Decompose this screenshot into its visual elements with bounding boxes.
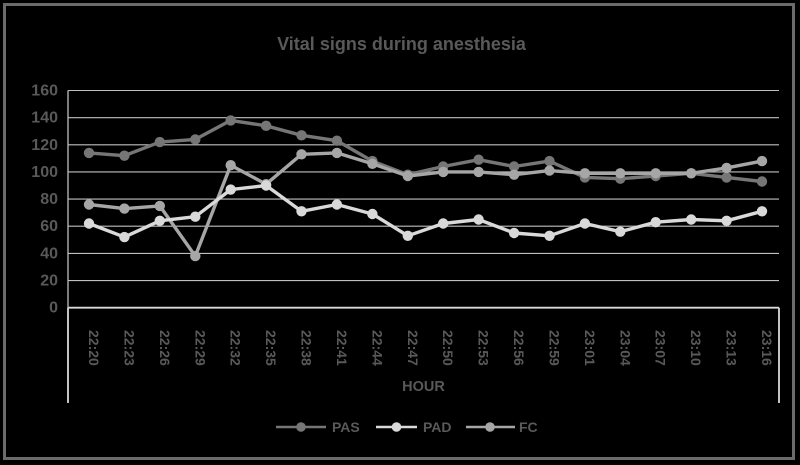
svg-text:PAD: PAD — [423, 419, 452, 435]
svg-text:22:35: 22:35 — [263, 330, 279, 366]
svg-text:22:53: 22:53 — [475, 330, 491, 366]
svg-text:22:44: 22:44 — [369, 330, 385, 366]
svg-text:23:10: 23:10 — [688, 330, 704, 366]
svg-text:40: 40 — [40, 245, 58, 262]
svg-text:HOUR: HOUR — [402, 379, 445, 395]
svg-text:22:59: 22:59 — [546, 330, 562, 366]
svg-text:23:04: 23:04 — [617, 330, 633, 366]
svg-text:22:56: 22:56 — [511, 330, 527, 366]
svg-text:PAS: PAS — [332, 419, 360, 435]
svg-text:60: 60 — [40, 218, 58, 235]
svg-text:22:41: 22:41 — [333, 330, 349, 366]
svg-text:22:20: 22:20 — [86, 330, 102, 366]
svg-text:23:01: 23:01 — [581, 330, 597, 366]
svg-text:23:07: 23:07 — [652, 330, 668, 366]
svg-text:FC: FC — [519, 419, 538, 435]
svg-text:20: 20 — [40, 272, 58, 289]
svg-text:100: 100 — [31, 163, 58, 180]
svg-text:0: 0 — [49, 299, 58, 316]
svg-text:22:26: 22:26 — [156, 330, 172, 366]
svg-text:22:29: 22:29 — [192, 330, 208, 366]
svg-text:22:47: 22:47 — [404, 330, 420, 366]
svg-text:140: 140 — [31, 109, 58, 126]
svg-text:22:23: 22:23 — [121, 330, 137, 366]
svg-text:23:13: 23:13 — [723, 330, 739, 366]
svg-text:22:32: 22:32 — [227, 330, 243, 366]
svg-text:120: 120 — [31, 136, 58, 153]
svg-text:80: 80 — [40, 191, 58, 208]
svg-text:160: 160 — [31, 82, 58, 99]
svg-text:23:16: 23:16 — [759, 330, 775, 366]
svg-text:22:50: 22:50 — [440, 330, 456, 366]
svg-text:22:38: 22:38 — [298, 330, 314, 366]
